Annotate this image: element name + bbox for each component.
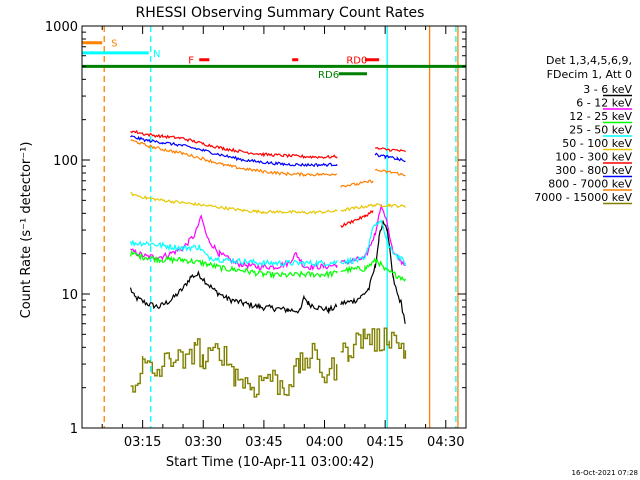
series-line-100-300-kev-seg0 (130, 129, 338, 160)
x-axis-label: Start Time (10-Apr-11 03:00:42) (166, 455, 374, 470)
series-800-7000-kev (130, 139, 406, 188)
series-line-100-300-kev-seg1 (340, 210, 374, 228)
legend-label-300-800-kev: 300 - 800 keV (555, 164, 632, 177)
series-line-25-50-kev-seg1 (340, 219, 406, 266)
chart-title: RHESSI Observing Summary Count Rates (136, 5, 425, 21)
series-25-50-kev (129, 219, 406, 269)
series-line-300-800-kev-seg0 (130, 135, 338, 168)
x-tick-label-04-00: 04:00 (306, 435, 343, 450)
series-7000-15000-kev (130, 327, 407, 398)
series-line-25-50-kev-seg0 (129, 239, 338, 269)
state-label-rd0: RD0 (346, 56, 367, 67)
series-line-3-6-kev-seg1 (340, 219, 406, 324)
x-tick-label-04-30: 04:30 (427, 435, 464, 450)
legend-label-12-25-kev: 12 - 25 keV (569, 110, 632, 123)
state-label-rd6: RD6 (318, 70, 339, 81)
y-tick-label: 100 (53, 154, 78, 169)
legend-label-3-6-kev: 3 - 6 keV (583, 83, 632, 96)
y-tick-label: 10 (61, 288, 78, 303)
series-12-25-kev (129, 249, 406, 282)
series-line-6-12-kev-seg1 (340, 204, 406, 266)
series-line-50-100-kev-seg0 (130, 192, 338, 215)
series-line-12-25-kev-seg1 (340, 257, 406, 282)
series-100-300-kev (130, 129, 406, 228)
y-tick-label: 1000 (45, 20, 78, 35)
legend-header-line-2: FDecim 1, Att 0 (547, 68, 632, 81)
legend-label-50-100-kev: 50 - 100 keV (562, 137, 632, 150)
state-label-n: N (153, 49, 160, 60)
y-axis: 1 10 100 1000 (45, 20, 466, 437)
legend-label-25-50-kev: 25 - 50 keV (569, 124, 632, 137)
legend-label-7000-15000-kev: 7000 - 15000 keV (534, 191, 632, 204)
series-3-6-kev (129, 219, 406, 324)
x-tick-label-04-15: 04:15 (366, 435, 403, 450)
legend-label-100-300-kev: 100 - 300 keV (555, 151, 632, 164)
series-line-800-7000-kev-seg0 (130, 139, 338, 178)
legend-label-6-12-kev: 6 - 12 keV (576, 97, 632, 110)
plot-area: S N F RD0 RD6 (82, 26, 466, 428)
x-axis: 03:15 03:30 03:45 04:00 04:15 04:30 (81, 26, 467, 450)
generated-timestamp: 16-Oct-2021 07:28 (572, 469, 638, 477)
legend-label-800-7000-kev: 800 - 7000 keV (548, 178, 632, 191)
series-line-3-6-kev-seg0 (129, 270, 338, 315)
series-line-800-7000-kev-seg2 (374, 168, 406, 177)
x-tick-label-03-45: 03:45 (245, 435, 282, 450)
series-300-800-kev (130, 135, 406, 168)
y-tick-label: 1 (70, 422, 78, 437)
x-tick-label-03-15: 03:15 (124, 435, 161, 450)
plot-frame (81, 25, 467, 429)
x-tick-label-03-30: 03:30 (185, 435, 222, 450)
y-axis-label: Count Rate (s⁻¹ detector⁻¹) (19, 142, 34, 319)
series-line-7000-15000-kev-seg1 (340, 327, 407, 362)
legend: Det 1,3,4,5,6,9, FDecim 1, Att 0 3 - 6 k… (534, 54, 632, 205)
series-line-12-25-kev-seg0 (129, 249, 338, 280)
state-label-f: F (188, 56, 194, 67)
series-line-800-7000-kev-seg1 (340, 179, 374, 188)
series-50-100-kev (130, 192, 406, 215)
series-line-300-800-kev-seg1 (374, 152, 406, 163)
series-line-50-100-kev-seg1 (340, 203, 406, 212)
legend-header-line-1: Det 1,3,4,5,6,9, (546, 54, 632, 67)
series-line-100-300-kev-seg2 (374, 146, 406, 153)
series-line-7000-15000-kev-seg0 (130, 338, 338, 398)
state-label-s: S (111, 39, 117, 50)
